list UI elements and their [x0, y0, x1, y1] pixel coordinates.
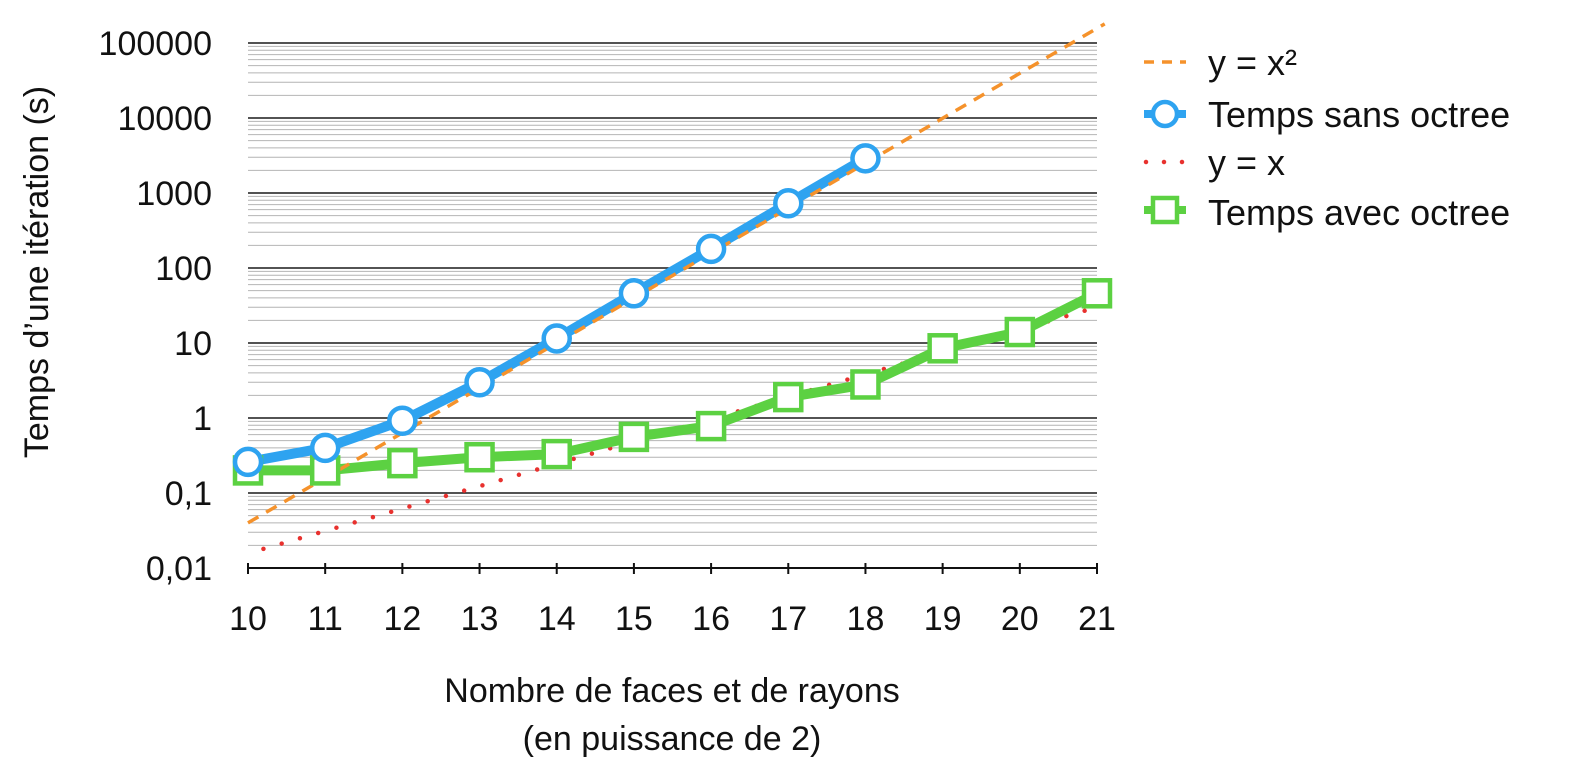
- x-tick-label: 20: [1001, 600, 1039, 638]
- x-tick-label: 11: [308, 600, 343, 638]
- series-line-temps-sans-octree: [247, 153, 868, 467]
- x-tick-label: 16: [692, 600, 730, 638]
- x-tick-label: 10: [229, 600, 267, 638]
- legend-item-temps-avec-octree: Temps avec octree: [1144, 192, 1510, 233]
- legend-square-marker: [1150, 195, 1180, 225]
- y-tick-label: 1: [193, 400, 212, 438]
- y-tick-label: 100: [155, 250, 212, 288]
- data-point-temps-sans-octree: [464, 366, 495, 398]
- legend-item-temps-sans-octree: Temps sans octree: [1144, 94, 1510, 135]
- x-tick-label: 19: [924, 600, 962, 638]
- x-tick-label: 18: [847, 600, 885, 638]
- y-tick-labels: 0,01 0,1 1 10 100 1000 10000 100000: [99, 25, 212, 588]
- data-point-temps-sans-octree: [309, 432, 341, 464]
- y-tick-label: 100000: [99, 25, 212, 63]
- y-tick-label: 1000: [136, 175, 212, 213]
- data-point-temps-avec-octree: [1004, 316, 1036, 348]
- y-tick-label: 10000: [117, 100, 212, 138]
- data-point-temps-sans-octree: [618, 278, 650, 309]
- legend: y = x² Temps sans octree y = x Temps ave…: [1143, 42, 1510, 233]
- data-point-temps-avec-octree: [695, 410, 727, 442]
- y-tick-label: 10: [174, 325, 212, 363]
- data-point-temps-avec-octree: [927, 333, 958, 364]
- legend-label-temps-sans-octree: Temps sans octree: [1208, 94, 1510, 135]
- legend-label-y-x: y = x: [1208, 142, 1285, 183]
- data-point-temps-avec-octree: [618, 421, 650, 453]
- data-point-temps-avec-octree: [541, 438, 572, 470]
- data-point-temps-sans-octree: [541, 323, 572, 354]
- y-tick-label: 0,1: [165, 475, 212, 513]
- x-tick-label: 14: [538, 600, 576, 638]
- data-point-temps-avec-octree: [387, 447, 418, 479]
- x-axis-subtitle: (en puissance de 2): [523, 720, 822, 758]
- data-point-temps-sans-octree: [695, 233, 727, 265]
- data-point-temps-sans-octree: [773, 188, 804, 219]
- x-tick-label: 13: [461, 600, 499, 638]
- y-axis-title: Temps d’une itération (s): [18, 86, 56, 458]
- legend-item-y-x2: y = x²: [1144, 42, 1297, 83]
- data-point-temps-avec-octree: [773, 381, 804, 413]
- x-tick-labels: 10 11 12 13 14 15 16 17 18 19 20 21: [229, 600, 1116, 638]
- data-point-temps-avec-octree: [464, 441, 495, 473]
- plot-area: [232, 22, 1113, 552]
- x-tick-label: 21: [1078, 600, 1116, 638]
- y-tick-label: 0,01: [146, 550, 212, 588]
- data-point-temps-sans-octree: [387, 405, 418, 436]
- legend-label-y-x2: y = x²: [1208, 42, 1297, 83]
- data-point-temps-sans-octree: [232, 446, 264, 478]
- x-axis: [247, 563, 1098, 574]
- data-point-temps-avec-octree: [1081, 278, 1113, 309]
- series-line-y-x2: [247, 22, 1106, 525]
- x-tick-label: 17: [769, 600, 807, 638]
- data-point-temps-sans-octree: [850, 143, 881, 174]
- x-tick-label: 15: [615, 600, 653, 638]
- data-point-temps-avec-octree: [850, 369, 881, 400]
- x-axis-title: Nombre de faces et de rayons: [444, 672, 899, 710]
- legend-circle-marker: [1150, 99, 1180, 129]
- legend-label-temps-avec-octree: Temps avec octree: [1208, 192, 1510, 233]
- legend-item-y-x: y = x: [1143, 142, 1285, 183]
- x-tick-label: 12: [383, 600, 421, 638]
